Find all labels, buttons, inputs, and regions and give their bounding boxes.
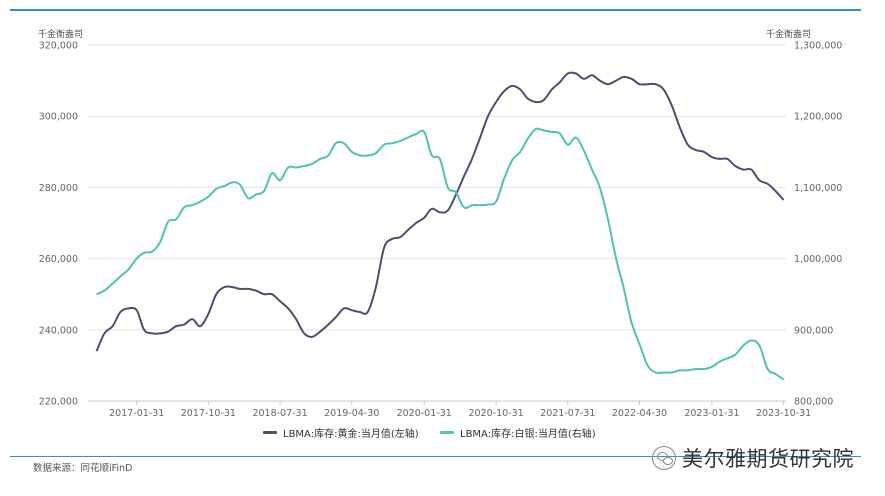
x-tick-label: 2019-04-30 [324,408,379,419]
y-right-tick-label: 1,200,000 [794,112,842,123]
y-left-tick-label: 260,000 [39,254,78,265]
y-left-tick-label: 300,000 [39,112,78,123]
legend-swatch-silver [440,431,454,434]
x-tick-label: 2017-10-31 [181,408,236,419]
y-left-tick-label: 320,000 [39,41,78,52]
y-left-tick-label: 280,000 [39,183,78,194]
legend-item-gold: LBMA:库存:黄金:当月值(左轴) [263,425,419,440]
y-right-tick-label: 900,000 [794,325,833,336]
x-tick-label: 2018-07-31 [252,408,307,419]
watermark-text: 美尔雅期货研究院 [682,447,854,471]
y-right-tick-label: 1,100,000 [794,183,842,194]
x-tick-label: 2023-01-31 [684,408,739,419]
y-left-tick-label: 220,000 [39,397,78,408]
series-line-silver [96,127,785,381]
grid-lines [88,44,786,402]
axes: 220,000 240,000 260,000 280,000 300,000 320,0… [39,41,843,420]
left-axis-unit: 千金衡盎司 [38,30,84,40]
x-tick-label: 2023-10-31 [756,408,811,419]
bottom-rule [10,456,861,457]
x-tick-label: 2022-04-30 [612,408,667,419]
top-rule [10,9,861,11]
legend-item-silver: LBMA:库存:白银:当月值(右轴) [440,425,596,440]
y-left-tick-label: 240,000 [39,325,78,336]
x-tick-label: 2021-07-31 [540,408,595,419]
legend-label-silver: LBMA:库存:白银:当月值(右轴) [460,429,596,440]
y-right-tick-label: 1,000,000 [794,254,842,265]
wechat-icon [652,446,676,470]
legend-swatch-gold [263,431,277,434]
x-tick-label: 2017-01-31 [109,408,164,419]
series-line-gold [95,71,785,352]
y-right-tick-label: 800,000 [794,397,833,408]
x-tick-label: 2020-10-31 [469,408,524,419]
right-axis-unit: 千金衡盎司 [766,30,812,40]
legend-label-gold: LBMA:库存:黄金:当月值(左轴) [283,429,419,440]
watermark: 美尔雅期货研究院 [652,443,854,473]
data-source: 数据来源：同花顺iFinD [33,463,133,474]
x-tick-label: 2020-01-31 [397,408,452,419]
y-right-tick-label: 1,300,000 [794,41,842,52]
series-lines [95,71,785,381]
